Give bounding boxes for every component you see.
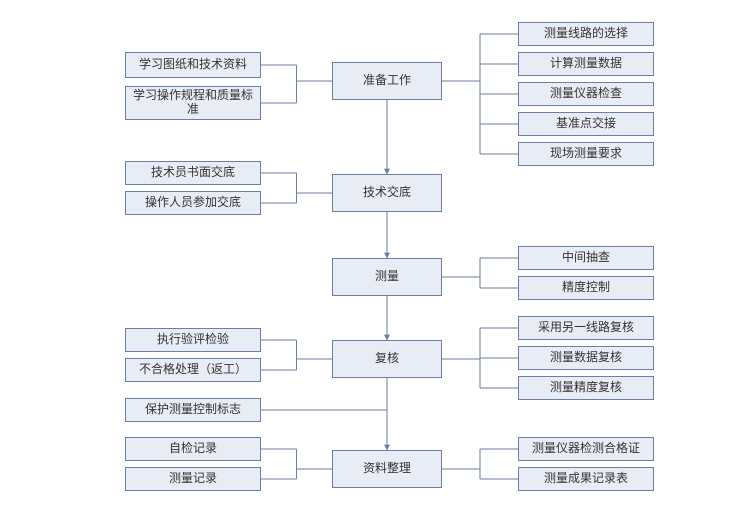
center-node: 准备工作 <box>332 62 442 100</box>
node-label: 自检记录 <box>169 442 217 456</box>
right-node: 测量仪器检查 <box>518 82 654 106</box>
node-label: 现场测量要求 <box>550 147 622 161</box>
node-label: 测量数据复核 <box>550 351 622 365</box>
right-node: 测量精度复核 <box>518 376 654 400</box>
right-node: 现场测量要求 <box>518 142 654 166</box>
node-label: 测量线路的选择 <box>544 27 628 41</box>
center-node: 资料整理 <box>332 450 442 488</box>
flowchart-stage: 准备工作技术交底测量复核资料整理 学习图纸和技术资料学习操作规程和质量标准技术员书… <box>0 0 752 507</box>
node-label: 学习图纸和技术资料 <box>139 58 247 72</box>
right-node: 采用另一线路复核 <box>518 316 654 340</box>
center-node: 复核 <box>332 340 442 378</box>
node-label: 测量记录 <box>169 472 217 486</box>
left-node: 不合格处理（返工） <box>125 358 261 382</box>
node-label: 资料整理 <box>363 462 411 476</box>
left-node: 执行验评检验 <box>125 328 261 352</box>
node-label: 测量成果记录表 <box>544 472 628 486</box>
node-label: 技术员书面交底 <box>151 166 235 180</box>
node-label: 保护测量控制标志 <box>145 403 241 417</box>
node-label: 采用另一线路复核 <box>538 321 634 335</box>
node-label: 计算测量数据 <box>550 57 622 71</box>
right-node: 测量线路的选择 <box>518 22 654 46</box>
node-label: 精度控制 <box>562 281 610 295</box>
right-node: 中间抽查 <box>518 246 654 270</box>
left-node: 测量记录 <box>125 467 261 491</box>
center-node: 技术交底 <box>332 174 442 212</box>
node-label: 技术交底 <box>363 186 411 200</box>
left-node: 保护测量控制标志 <box>125 398 261 422</box>
node-label: 复核 <box>375 352 399 366</box>
right-node: 计算测量数据 <box>518 52 654 76</box>
left-node: 学习操作规程和质量标准 <box>125 86 261 120</box>
node-label: 中间抽查 <box>562 251 610 265</box>
node-label: 基准点交接 <box>556 117 616 131</box>
node-label: 测量仪器检查 <box>550 87 622 101</box>
left-node: 学习图纸和技术资料 <box>125 52 261 78</box>
left-node: 技术员书面交底 <box>125 161 261 185</box>
left-node: 自检记录 <box>125 437 261 461</box>
node-label: 操作人员参加交底 <box>145 196 241 210</box>
node-label: 不合格处理（返工） <box>139 363 247 377</box>
node-label: 测量 <box>375 270 399 284</box>
node-label: 准备工作 <box>363 74 411 88</box>
left-node: 操作人员参加交底 <box>125 191 261 215</box>
node-label: 学习操作规程和质量标准 <box>130 89 256 117</box>
node-label: 测量精度复核 <box>550 381 622 395</box>
center-node: 测量 <box>332 258 442 296</box>
right-node: 测量仪器检测合格证 <box>518 437 654 461</box>
node-label: 执行验评检验 <box>157 333 229 347</box>
node-label: 测量仪器检测合格证 <box>532 442 640 456</box>
right-node: 基准点交接 <box>518 112 654 136</box>
right-node: 精度控制 <box>518 276 654 300</box>
right-node: 测量成果记录表 <box>518 467 654 491</box>
right-node: 测量数据复核 <box>518 346 654 370</box>
